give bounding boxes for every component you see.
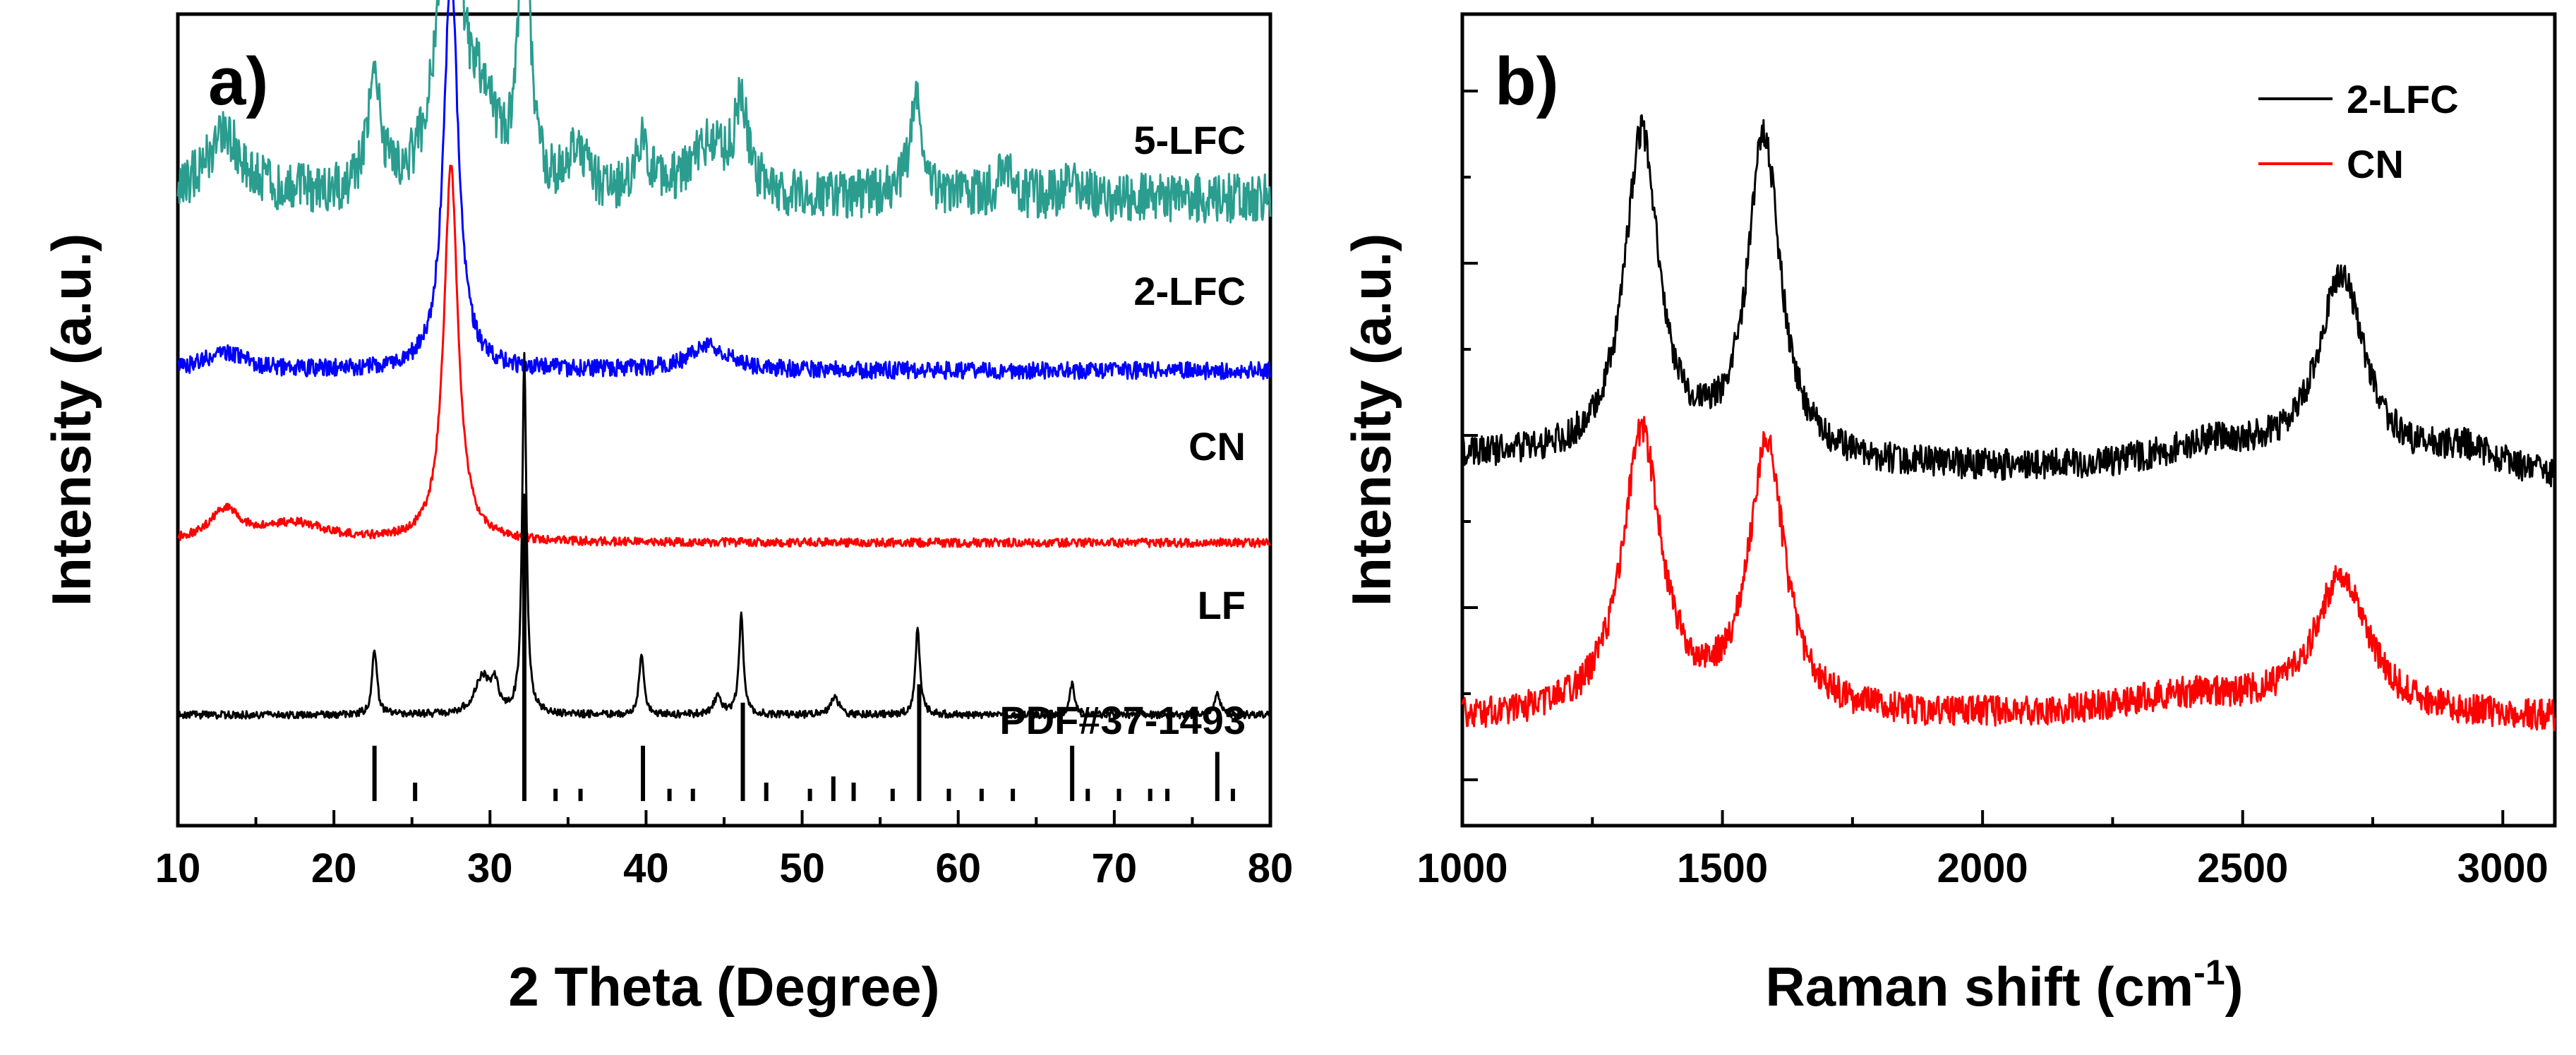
series-line-cn (176, 164, 1272, 548)
series-label-2-lfc: 2-LFC (1133, 269, 1246, 313)
x-tick-label: 3000 (2457, 845, 2548, 891)
series-label-lf: LF (1198, 583, 1246, 627)
legend: 2-LFC CN (2258, 77, 2459, 186)
x-tick-label: 2000 (1937, 845, 2028, 891)
x-tick-label: 20 (311, 845, 357, 891)
panel-b-plot-frame (1460, 12, 2557, 828)
series-label-5-lfc: 5-LFC (1133, 118, 1246, 162)
x-tick-label: 70 (1092, 845, 1138, 891)
panel-a-xrd: 10 20 30 40 50 60 70 80 a) 5-LFC 2-LFC CN LF PD… (40, 0, 1293, 1018)
series-label-cn: CN (1188, 424, 1246, 469)
x-tick-label: 2500 (2197, 845, 2288, 891)
x-tick-label: 1000 (1416, 845, 1507, 891)
panel-b-series-group (1461, 114, 2556, 732)
panel-b-y-axis-title: Intensity (a.u.) (1340, 234, 1402, 607)
x-tick-label: 1500 (1677, 845, 1768, 891)
x-tick-label: 10 (155, 845, 201, 891)
series-line-cn (1461, 416, 2556, 732)
x-tick-label: 40 (623, 845, 669, 891)
legend-label-2-lfc: 2-LFC (2347, 77, 2459, 121)
panel-a-x-axis-title: 2 Theta (Degree) (508, 955, 939, 1018)
panel-a-label: a) (208, 44, 268, 119)
x-tick-label: 50 (779, 845, 825, 891)
panel-a-series-group (176, 0, 1272, 720)
panel-a-x-axis-ticks: 10 20 30 40 50 60 70 80 (155, 810, 1294, 891)
series-line-2-lfc (1461, 114, 2556, 488)
x-tick-label: 60 (935, 845, 981, 891)
panel-a-y-axis-title: Intensity (a.u.) (40, 234, 102, 607)
panel-b-x-axis-title: Raman shift (cm-1) (1765, 953, 2243, 1018)
panel-b-x-axis-ticks: 1000 1500 2000 2500 3000 (1416, 810, 2548, 891)
series-line-5-lfc (176, 0, 1272, 224)
panel-a-reference-sticks (372, 493, 1235, 802)
panel-b-raman: 1000 1500 2000 2500 3000 b) 2-LFC CN Raman s… (1340, 12, 2557, 1018)
series-line-2-lfc (176, 0, 1272, 380)
series-line-lf (176, 351, 1271, 720)
reference-label-pdf: PDF#37-1493 (999, 698, 1246, 742)
legend-label-cn: CN (2347, 142, 2404, 186)
x-tick-label: 80 (1248, 845, 1294, 891)
x-tick-label: 30 (467, 845, 513, 891)
panel-b-label: b) (1495, 44, 1559, 119)
panel-b-y-axis-ticks (1462, 90, 1478, 781)
